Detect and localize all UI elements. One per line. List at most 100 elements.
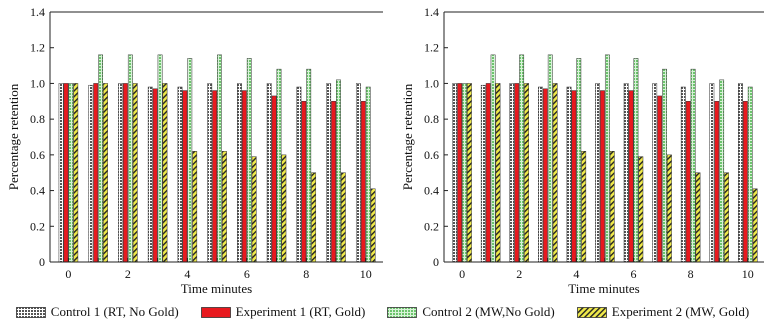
bar-control-2-9 bbox=[336, 79, 341, 263]
bar-experiment-2-4 bbox=[192, 151, 198, 263]
bar-experiment-2-7 bbox=[667, 154, 672, 263]
bar-experiment-1-3 bbox=[542, 88, 548, 263]
bar-control-1-7 bbox=[652, 83, 658, 263]
legend-swatch-control-1 bbox=[15, 306, 46, 318]
y-tick-label: 0 bbox=[433, 255, 439, 269]
bar-control-2-8 bbox=[690, 68, 696, 263]
bar-control-1-2 bbox=[509, 83, 515, 263]
bar-experiment-2-0 bbox=[73, 83, 79, 263]
legend-swatch-control-2 bbox=[387, 306, 418, 318]
bar-control-2-1 bbox=[98, 54, 103, 263]
x-tick-label: 8 bbox=[688, 267, 694, 281]
bar-experiment-1-8 bbox=[301, 101, 307, 263]
legend-swatch-experiment-1 bbox=[200, 306, 231, 318]
bar-experiment-1-0 bbox=[63, 83, 69, 263]
y-tick-label: 0.8 bbox=[424, 112, 439, 126]
bar-control-1-5 bbox=[595, 83, 600, 263]
bar-control-2-3 bbox=[157, 54, 163, 263]
y-axis-label: Percentage retention bbox=[400, 83, 415, 190]
bar-experiment-2-3 bbox=[552, 83, 558, 263]
legend-item-experiment-1: Experiment 1 (RT, Gold) bbox=[200, 304, 366, 320]
bar-experiment-1-1 bbox=[485, 83, 491, 263]
bar-control-2-10 bbox=[747, 86, 753, 263]
bar-experiment-2-10 bbox=[752, 188, 758, 263]
bar-control-1-9 bbox=[709, 83, 715, 263]
bar-experiment-2-2 bbox=[132, 83, 138, 263]
bar-experiment-1-2 bbox=[514, 83, 520, 263]
x-tick-label: 2 bbox=[125, 267, 131, 281]
bar-control-1-8 bbox=[296, 86, 302, 263]
bar-experiment-1-10 bbox=[360, 101, 366, 263]
legend-label-experiment-2: Experiment 2 (MW, Gold) bbox=[611, 304, 750, 319]
bar-experiment-1-10 bbox=[742, 101, 748, 263]
bar-experiment-1-4 bbox=[571, 90, 577, 263]
y-tick-label: 0 bbox=[39, 255, 45, 269]
legend-item-control-2: Control 2 (MW,No Gold) bbox=[387, 304, 555, 320]
y-tick-label: 1.4 bbox=[424, 5, 439, 19]
bar-experiment-1-0 bbox=[457, 83, 463, 263]
bar-experiment-1-1 bbox=[93, 83, 99, 263]
bar-experiment-2-8 bbox=[695, 172, 701, 263]
legend-label-control-2: Control 2 (MW,No Gold) bbox=[422, 304, 555, 319]
bar-control-1-3 bbox=[147, 86, 153, 263]
bar-control-1-6 bbox=[237, 83, 242, 263]
x-tick-label: 0 bbox=[65, 267, 71, 281]
x-tick-label: 4 bbox=[184, 267, 190, 281]
x-tick-label: 0 bbox=[459, 267, 465, 281]
x-tick-label: 10 bbox=[742, 267, 754, 281]
y-tick-label: 0.8 bbox=[30, 112, 45, 126]
y-tick-label: 0.4 bbox=[424, 184, 439, 198]
x-tick-label: 6 bbox=[244, 267, 250, 281]
bar-experiment-1-8 bbox=[685, 101, 691, 263]
bar-control-1-6 bbox=[623, 83, 629, 263]
bar-experiment-1-4 bbox=[182, 90, 188, 263]
bar-experiment-2-6 bbox=[251, 156, 257, 263]
bar-control-2-7 bbox=[276, 68, 282, 263]
chart-left: 0 0.2 0.4 0.6 0.8 1.0 1.2 1.4 0 2 4 6 8 10 Time minute… bbox=[6, 5, 383, 296]
bar-experiment-2-1 bbox=[495, 83, 501, 263]
bar-control-1-4 bbox=[566, 86, 572, 263]
bar-experiment-1-2 bbox=[123, 83, 128, 263]
legend-item-control-1: Control 1 (RT, No Gold) bbox=[15, 304, 179, 320]
bar-experiment-1-6 bbox=[241, 90, 247, 263]
bar-control-2-2 bbox=[519, 54, 525, 263]
bar-control-2-0 bbox=[462, 83, 467, 263]
bar-control-1-7 bbox=[266, 83, 272, 263]
bar-control-1-0 bbox=[452, 83, 458, 263]
y-tick-label: 0.4 bbox=[30, 184, 45, 198]
legend-item-experiment-2: Experiment 2 (MW, Gold) bbox=[576, 304, 750, 320]
bar-experiment-2-9 bbox=[340, 172, 346, 263]
bar-control-2-8 bbox=[306, 68, 312, 263]
bar-control-2-6 bbox=[633, 58, 639, 263]
legend-label-control-1: Control 1 (RT, No Gold) bbox=[50, 304, 179, 319]
y-tick-label: 0.6 bbox=[30, 148, 45, 162]
bar-control-2-2 bbox=[127, 54, 133, 263]
bar-control-1-3 bbox=[538, 86, 543, 263]
y-tick-label: 0.2 bbox=[424, 219, 439, 233]
y-tick-label: 0.6 bbox=[424, 148, 439, 162]
bar-control-2-5 bbox=[217, 54, 222, 263]
bar-control-2-10 bbox=[365, 86, 371, 263]
bar-experiment-1-9 bbox=[331, 101, 336, 263]
y-tick-label: 1.0 bbox=[424, 76, 439, 90]
bar-control-2-4 bbox=[187, 58, 193, 263]
bar-control-2-7 bbox=[662, 68, 667, 263]
legend-label-experiment-1: Experiment 1 (RT, Gold) bbox=[235, 304, 366, 319]
bar-control-1-1 bbox=[480, 84, 486, 263]
bar-control-1-5 bbox=[207, 83, 213, 263]
x-tick-label: 10 bbox=[360, 267, 372, 281]
bar-experiment-2-6 bbox=[638, 156, 644, 263]
bar-experiment-1-3 bbox=[152, 88, 158, 263]
bar-control-2-5 bbox=[604, 54, 610, 263]
bar-control-2-3 bbox=[547, 54, 553, 263]
bar-experiment-1-7 bbox=[657, 95, 663, 263]
bar-control-1-10 bbox=[355, 83, 361, 263]
bar-experiment-2-2 bbox=[524, 83, 529, 263]
bar-experiment-2-8 bbox=[311, 172, 317, 263]
legend: Control 1 (RT, No Gold) Experiment 1 (RT… bbox=[0, 302, 765, 322]
bar-experiment-1-9 bbox=[714, 101, 720, 263]
bar-experiment-1-5 bbox=[600, 90, 605, 263]
bar-control-1-2 bbox=[118, 83, 123, 263]
bar-experiment-1-7 bbox=[271, 95, 277, 263]
